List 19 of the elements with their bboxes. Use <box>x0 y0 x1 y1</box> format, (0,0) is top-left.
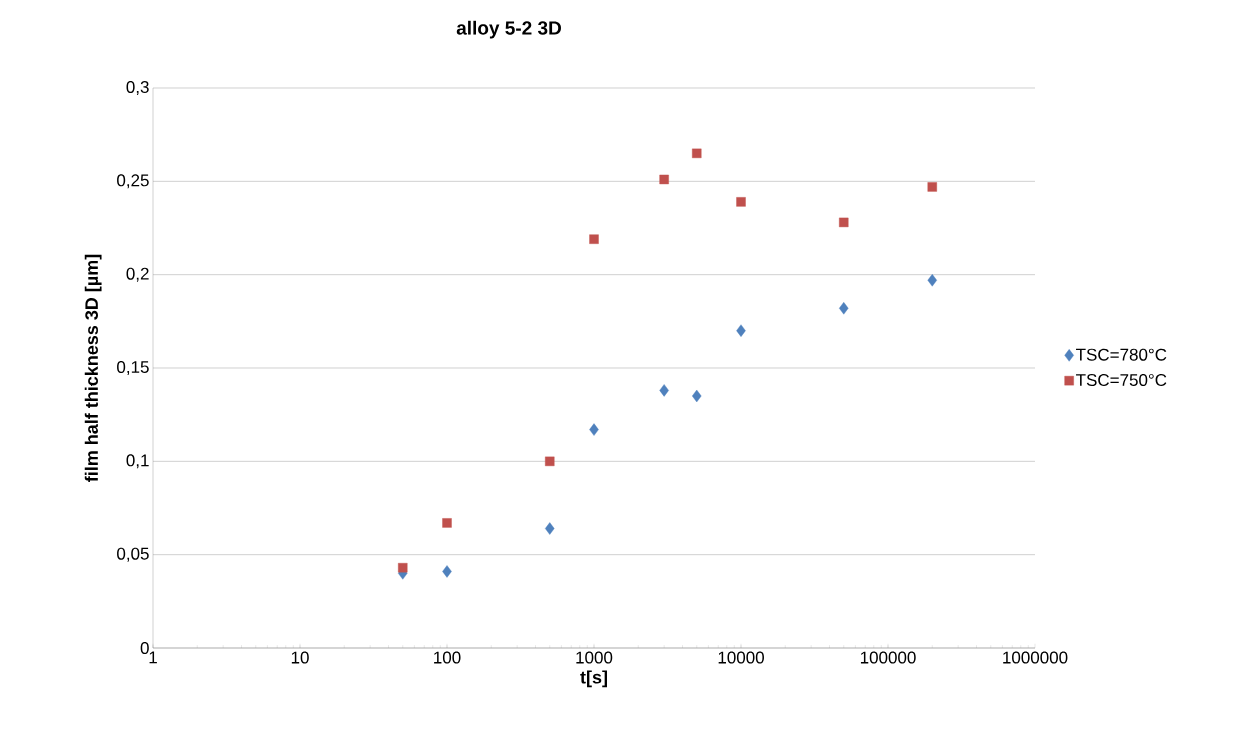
legend-label: TSC=750°C <box>1076 373 1167 387</box>
x-tick-label: 1 <box>149 651 157 664</box>
y-tick-label: 0,1 <box>126 454 149 469</box>
y-tick-label: 0,3 <box>126 80 149 96</box>
y-tick-label: 0,15 <box>117 360 149 376</box>
x-tick-label: 100 <box>434 651 461 664</box>
x-tick-label: 100000 <box>860 651 916 664</box>
y-tick-label: 0,25 <box>117 174 149 189</box>
y-tick-label: 0,05 <box>117 547 149 562</box>
x-tick-label: 1000000 <box>1003 651 1068 664</box>
y-tick-label: 0,2 <box>126 267 149 282</box>
x-axis-title: t[s] <box>580 670 607 688</box>
legend-label: TSC=780°C <box>1076 348 1167 361</box>
x-tick-label: 10 <box>291 651 309 664</box>
y-axis-title: film half thickness 3D [µm] <box>84 254 102 482</box>
x-tick-label: 1000 <box>576 651 613 664</box>
y-tick-label: 0 <box>140 641 149 655</box>
x-tick-label: 10000 <box>718 651 764 664</box>
chart-title: alloy 5-2 3D <box>456 20 561 39</box>
